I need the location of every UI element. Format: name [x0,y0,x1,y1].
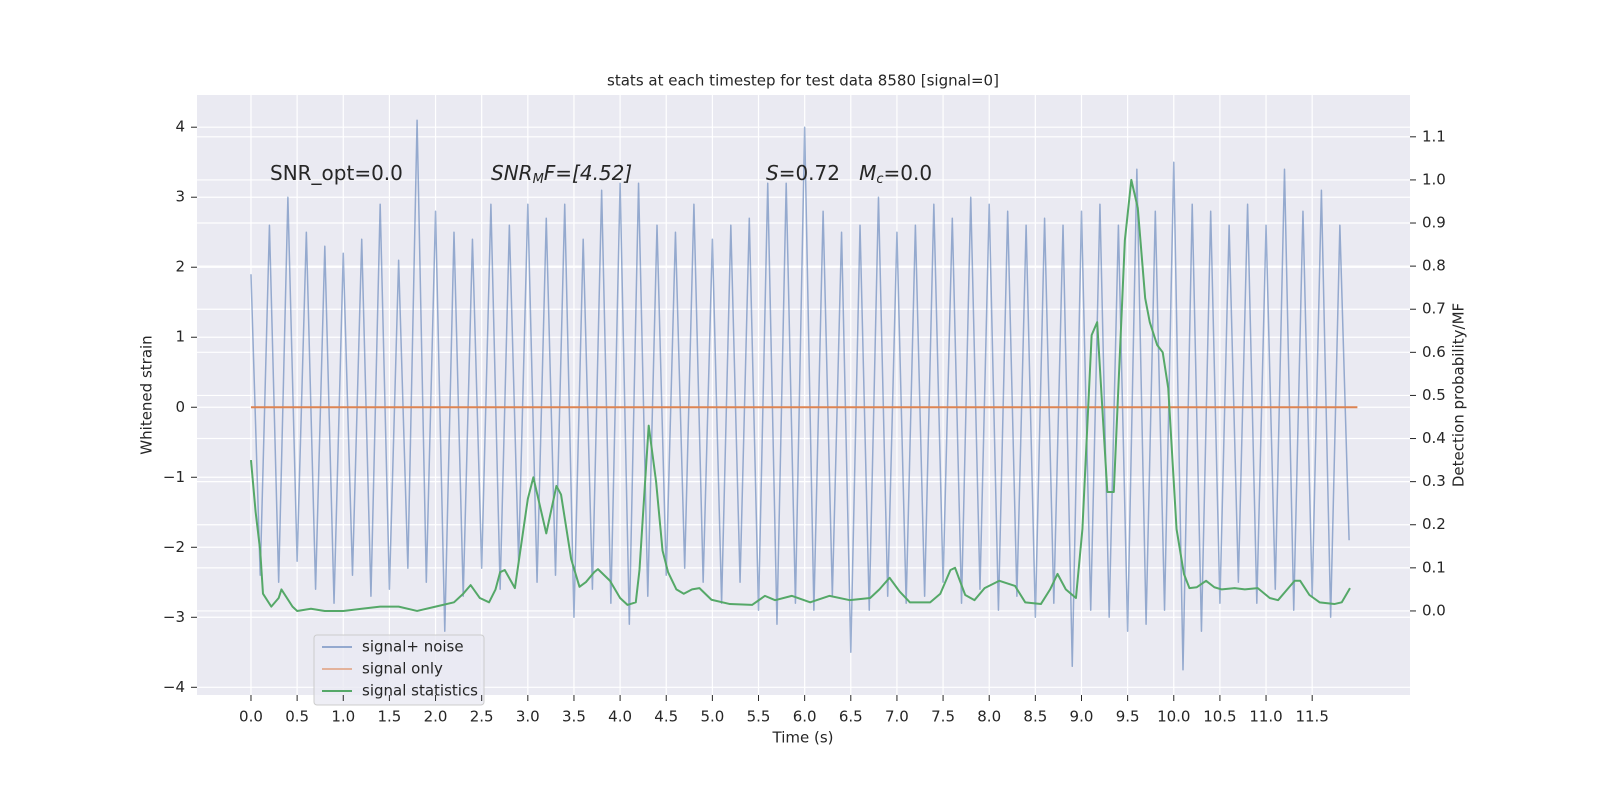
y-tick-label: −4 [163,678,185,696]
x-tick-label: 11.5 [1295,708,1328,726]
annotation: S=0.72 Mc=0.0 [766,161,932,187]
annotation-part: c [876,172,883,187]
annotation-part: SNR_opt=0.0 [270,161,403,185]
y-tick-label: 0 [175,398,185,416]
y2-tick-label: 1.0 [1422,170,1446,188]
y-axis-label: Whitened strain [138,335,156,454]
legend-box [313,634,485,706]
annotation: SNR_opt=0.0 [270,161,403,185]
x-tick-label: 0.5 [285,708,309,726]
y2-tick-label: 0.8 [1422,257,1446,275]
annotation-part: =0.0 [884,161,933,185]
legend-label: signal+ noise [362,638,464,656]
y-tick-label: 3 [175,188,185,206]
y-tick-label: −3 [163,608,185,626]
x-tick-label: 1.0 [331,708,355,726]
legend-label: signal only [362,660,443,678]
series-line [249,178,1351,612]
x-tick-label: 8.5 [1023,708,1047,726]
x-tick-label: 4.5 [654,708,678,726]
x-tick-label: 2.5 [470,708,494,726]
y2-axis-label: Detection probability/MF [1450,303,1468,487]
y2-tick-label: 0.6 [1422,343,1446,361]
annotation-part: M [533,172,544,187]
y-tick-label: −2 [163,538,185,556]
x-tick-label: 6.0 [793,708,817,726]
x-tick-label: 8.0 [977,708,1001,726]
x-tick-label: 9.0 [1070,708,1094,726]
y-tick-label: 4 [175,118,185,136]
x-tick-label: 11.0 [1249,708,1282,726]
legend: signal+ noise signal only signal statistic… [313,634,485,706]
x-tick-label: 5.5 [747,708,771,726]
y2-tick-label: 0.4 [1422,429,1446,447]
legend-label: signal statistics [362,682,478,700]
y-tick-label: −1 [163,468,185,486]
y2-tick-label: 1.1 [1422,127,1446,145]
y2-tick-label: 0.1 [1422,558,1446,576]
annotation-part: SNR [491,161,533,185]
y2-tick-label: 0.3 [1422,472,1446,490]
y-tick-label: 2 [175,258,185,276]
x-tick-label: 9.5 [1116,708,1140,726]
x-axis-label: Time (s) [772,729,834,747]
x-tick-label: 3.5 [562,708,586,726]
y2-tick-label: 0.9 [1422,214,1446,232]
series-line [250,119,1350,671]
x-tick-label: 7.5 [931,708,955,726]
x-tick-label: 5.0 [700,708,724,726]
y2-tick-label: 0.0 [1422,601,1446,619]
y2-tick-label: 0.7 [1422,300,1446,318]
y2-tick-label: 0.2 [1422,515,1446,533]
y2-tick-label: 0.5 [1422,386,1446,404]
annotation-part: M [859,161,876,185]
x-tick-label: 0.0 [239,708,263,726]
marks [249,119,1358,671]
x-tick-label: 6.5 [839,708,863,726]
x-tick-label: 3.0 [516,708,540,726]
x-tick-label: 10.0 [1157,708,1190,726]
x-tick-label: 4.0 [608,708,632,726]
annotation: SNRMF=[4.52] [491,161,632,187]
annotation-part: S [766,161,779,185]
chart-title: stats at each timestep for test data 858… [607,72,999,90]
x-tick-label: 2.0 [424,708,448,726]
x-tick-label: 1.5 [377,708,401,726]
annotation-part: =0.72 [779,161,859,185]
y-tick-label: 1 [175,328,185,346]
annotation-part: F=[4.52] [544,161,632,185]
x-tick-label: 10.5 [1203,708,1236,726]
x-tick-label: 7.0 [885,708,909,726]
